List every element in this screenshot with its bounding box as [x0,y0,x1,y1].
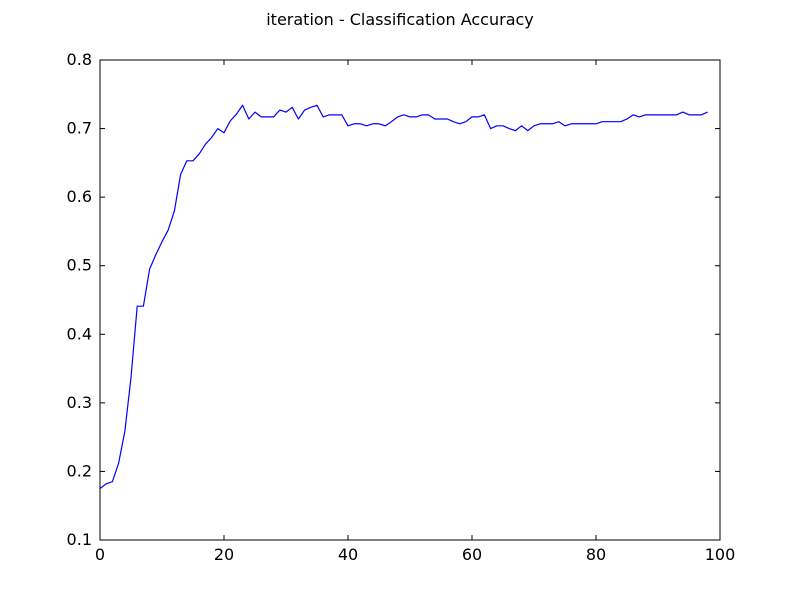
y-tick-label: 0.1 [67,530,92,549]
plot-area: 0 20 40 60 80 100 0.1 0.2 0.3 0.4 0.5 0.6 0.7 0.8 [67,50,736,564]
plot-frame [99,59,721,541]
x-tick-label: 0 [95,545,105,564]
y-tick-label: 0.5 [67,256,92,275]
x-tick-label: 40 [338,545,358,564]
x-tick-label: 80 [586,545,606,564]
x-tick-label: 60 [462,545,482,564]
y-tick-label: 0.3 [67,393,92,412]
accuracy-series-line [99,104,708,490]
chart-title: iteration - Classification Accuracy [266,10,534,29]
x-tick-label: 20 [214,545,234,564]
y-tick-label: 0.7 [67,119,92,138]
x-tick-label: 100 [705,545,736,564]
y-tick-label: 0.4 [67,324,92,343]
y-tick-label: 0.8 [67,50,92,69]
y-tick-label: 0.6 [67,187,92,206]
y-tick-label: 0.2 [67,461,92,480]
